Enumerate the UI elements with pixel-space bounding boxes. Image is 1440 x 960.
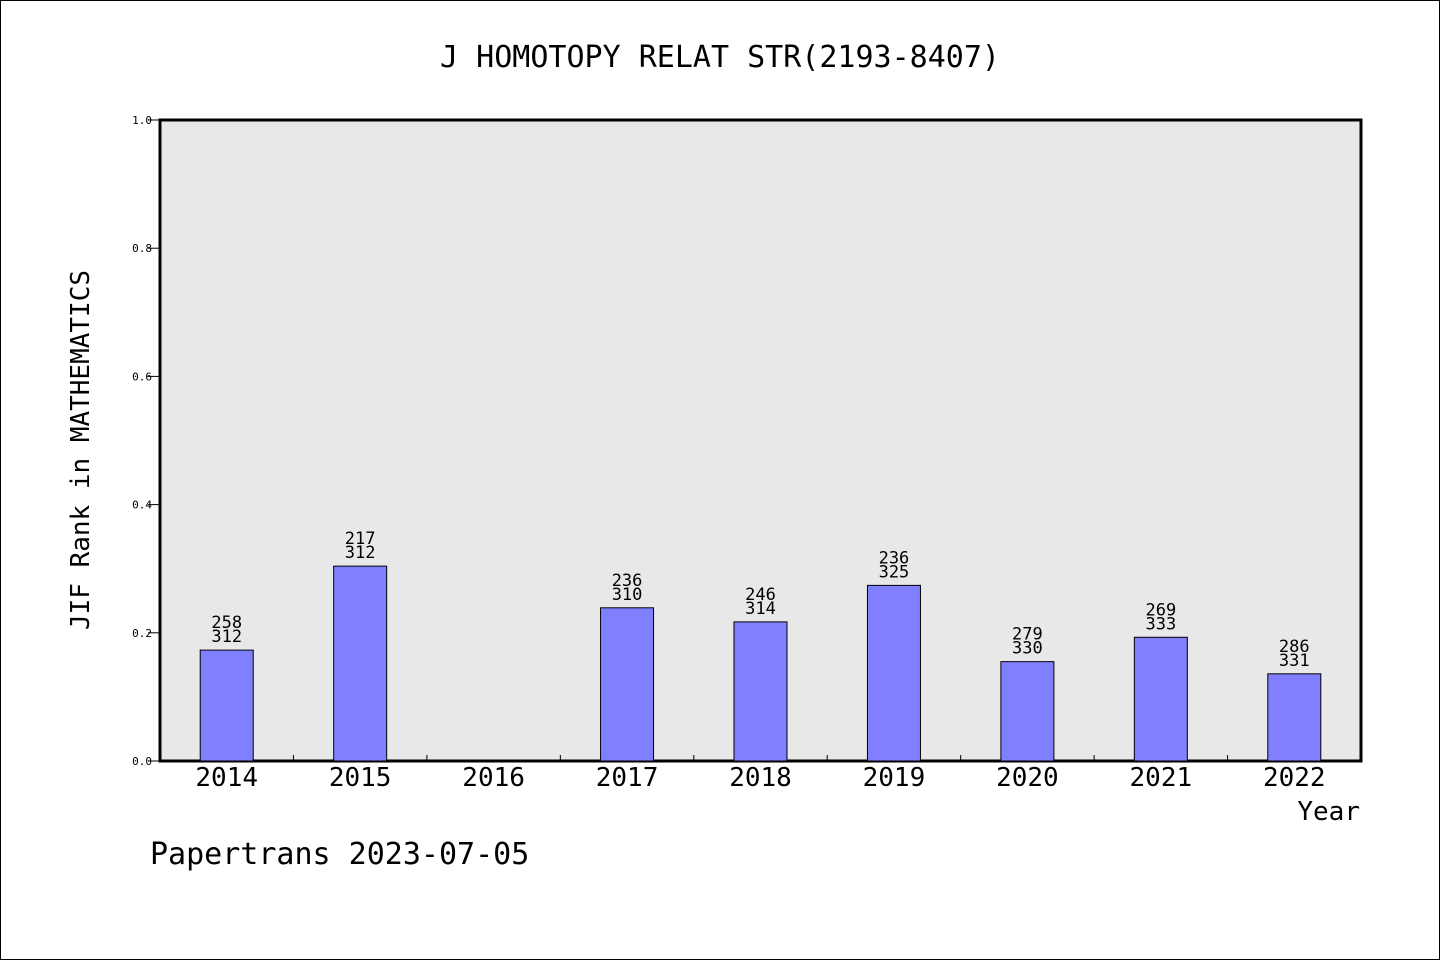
x-tick-label: 2017 [596,763,659,793]
x-tick-label: 2014 [195,763,258,793]
bar-total-label: 312 [345,543,376,563]
x-tick-label: 2019 [863,763,926,793]
bar-total-label: 310 [612,585,643,605]
bar-2018 [733,621,788,762]
bar-2015 [333,565,388,762]
x-axis-label: Year [1297,797,1360,827]
bar-rank-label: 246 [745,585,776,605]
y-tick-label: 1.0 [132,114,152,127]
chart-title: J HOMOTOPY RELAT STR(2193-8407) [440,40,1000,75]
bar-2021 [1133,636,1188,762]
bar-total-label: 330 [1012,639,1043,659]
x-tick-label: 2020 [996,763,1059,793]
bar-rank-label: 279 [1012,625,1043,645]
bar-rank-label: 236 [612,571,643,591]
x-tick-label: 2022 [1263,763,1326,793]
bar-total-label: 325 [879,562,910,582]
y-axis: 0.0 0.2 0.4 0.6 0.8 1.0 [132,114,160,768]
y-tick-label: 0.8 [132,242,152,255]
bar-rank-label: 258 [211,613,242,633]
bar-rank-label: 269 [1145,600,1176,620]
y-tick-label: 0.6 [132,370,152,383]
y-axis-label: JIF Rank in MATHEMATICS [66,270,96,630]
bar-2020 [1000,661,1055,762]
bar-2022 [1267,673,1322,762]
x-tick-label: 2018 [729,763,792,793]
y-tick-label: 0.4 [132,499,152,512]
x-tick-label: 2015 [329,763,392,793]
x-tick-label: 2021 [1130,763,1193,793]
bar-total-label: 331 [1279,651,1310,671]
bar-total-label: 312 [211,627,242,647]
bar-rank-label: 236 [879,548,910,568]
x-axis: 2014 2015 2016 2017 2018 2019 2020 2021 2022 [195,755,1326,793]
bar-total-label: 333 [1145,614,1176,634]
y-tick-label: 0.0 [132,755,152,768]
bar-rank-label: 286 [1279,637,1310,657]
footer-credit: Papertrans 2023-07-05 [150,837,529,872]
bar-2019 [866,584,921,762]
bar-rank-label: 217 [345,529,376,549]
y-tick-label: 0.2 [132,627,152,640]
x-tick-label: 2016 [462,763,525,793]
bar-2014 [199,649,254,762]
bar-total-label: 314 [745,599,776,619]
bar-2017 [600,607,655,762]
